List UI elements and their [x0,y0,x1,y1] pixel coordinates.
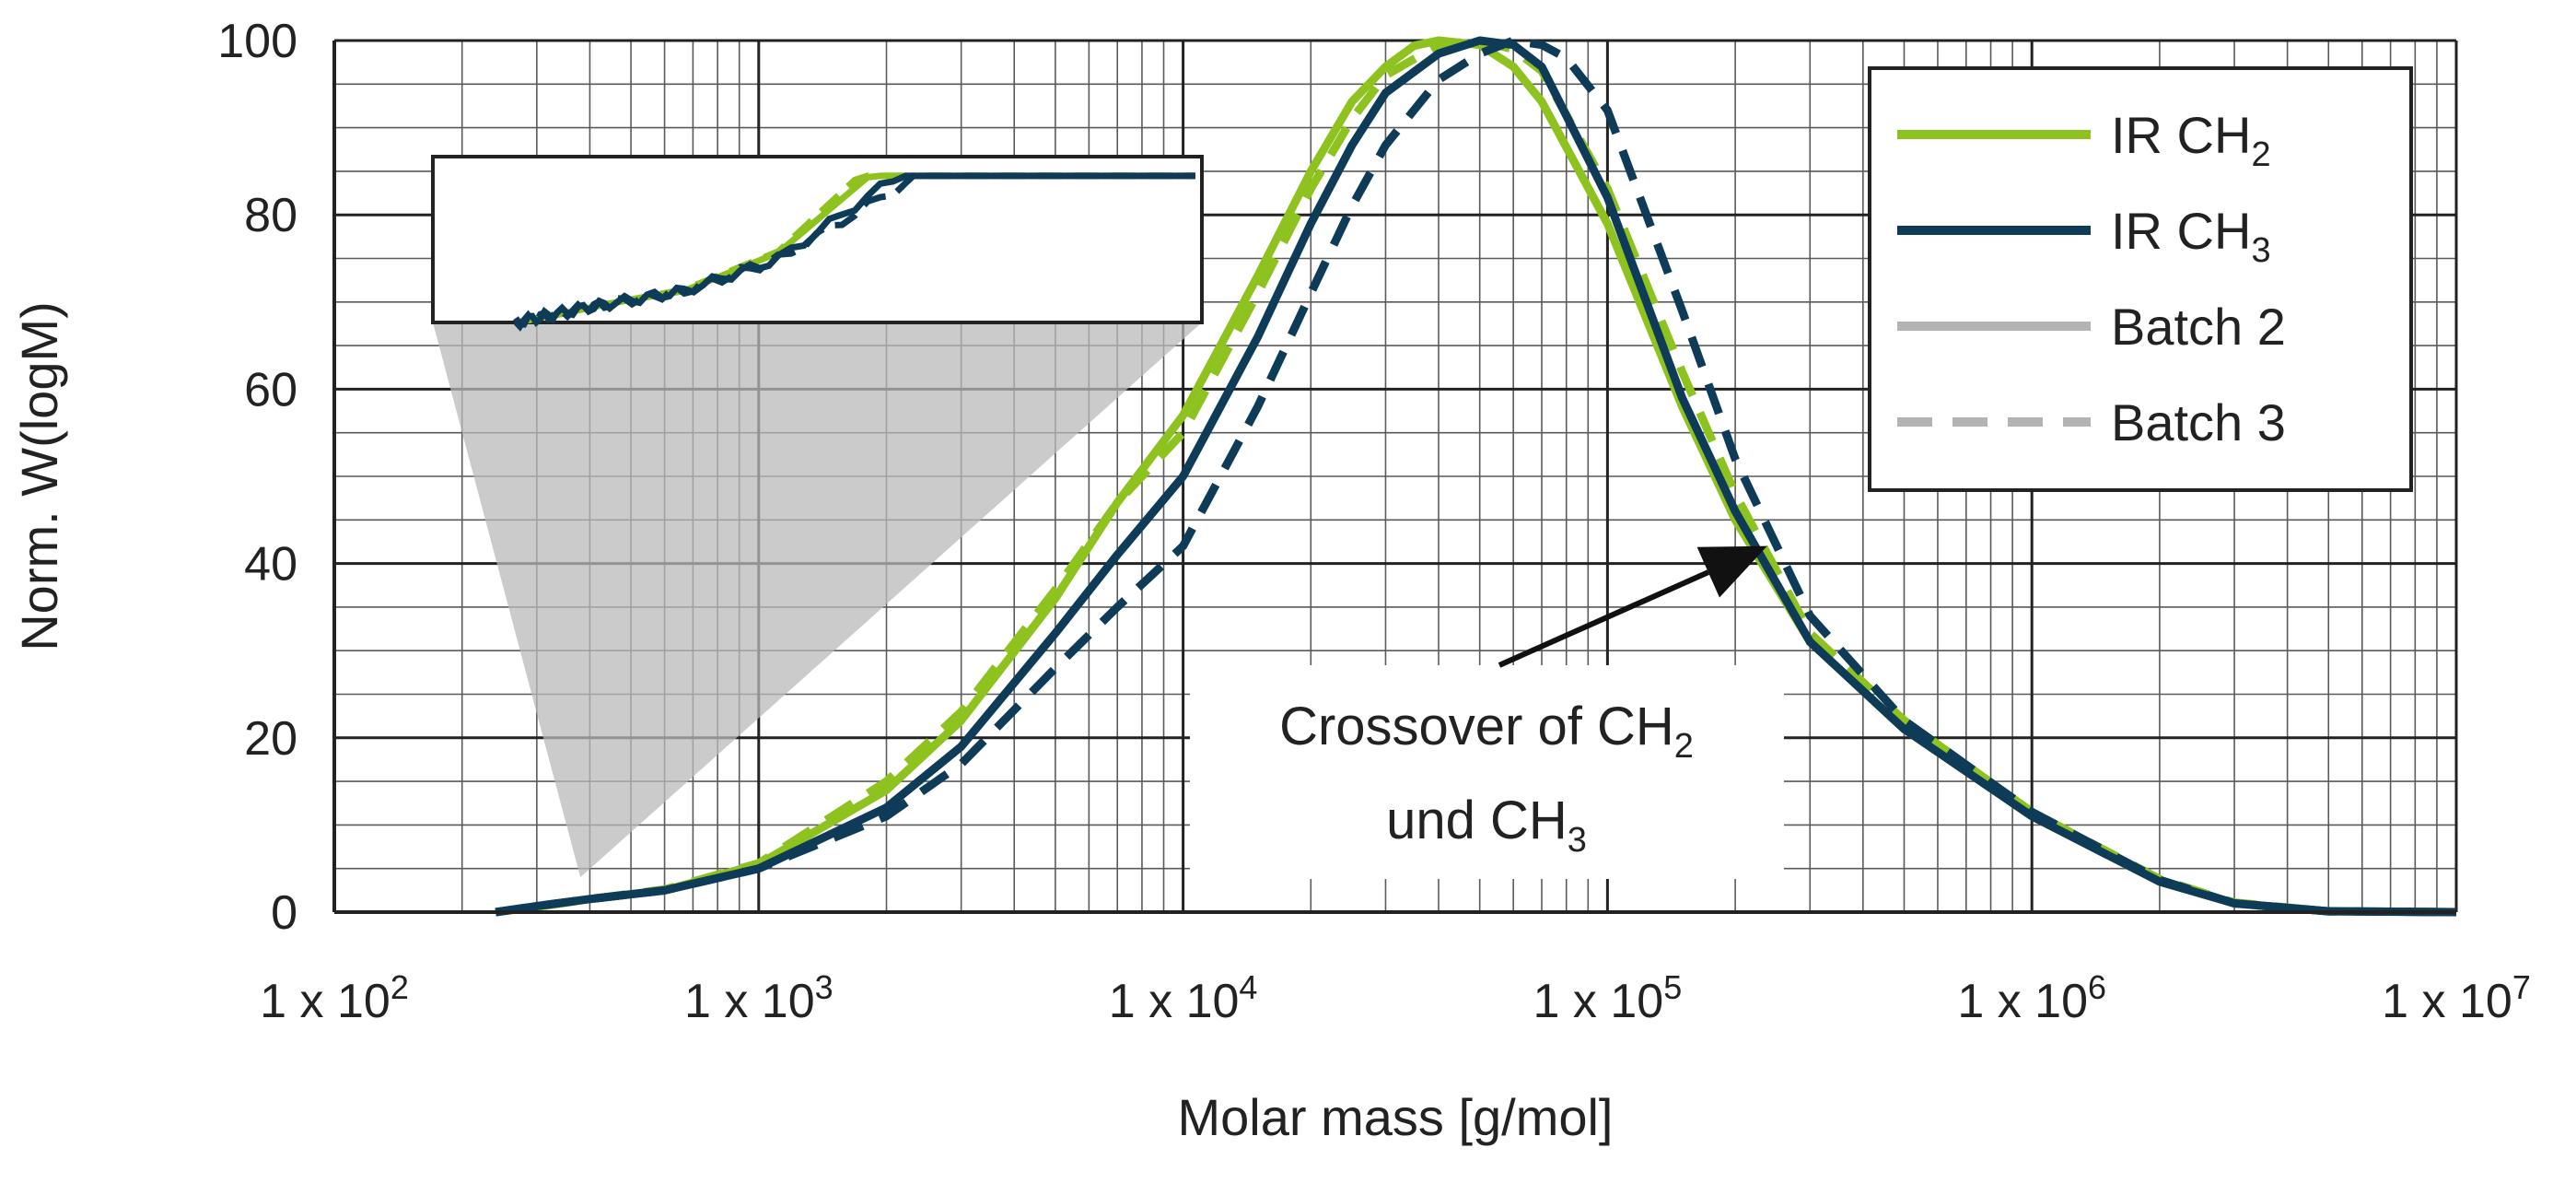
y-tick-label: 40 [244,538,297,592]
x-tick-label: 1 x 104 [1109,968,1258,1028]
inset [431,155,1204,332]
y-tick-label: 60 [244,363,297,416]
legend: IR CH2 IR CH3 Batch 2 Batch 3 [1868,66,2413,492]
inset-series-line [513,172,1195,332]
x-tick-label: 1 x 107 [2382,968,2531,1028]
annotation-text: Crossover of CH2 [1279,697,1694,766]
axes [332,41,2456,914]
series-layer [495,36,2457,917]
y-tick-label: 100 [217,15,297,68]
x-tick-label: 1 x 105 [1533,968,1683,1028]
x-tick-label: 1 x 106 [1957,968,2106,1028]
legend-label: Batch 3 [2111,393,2286,451]
x-ticks: 1 x 102 1 x 103 1 x 104 1 x 105 1 x 106 1 x 1… [260,968,2531,1028]
series-line [495,36,2457,917]
series-line [495,36,2457,917]
annotation: Crossover of CH2 und CH3 [1190,545,1784,879]
annotation-arrow-line [1498,569,1710,668]
y-axis-title: Norm. W(logM) [10,301,68,651]
x-tick-label: 1 x 103 [684,968,833,1028]
x-axis-title: Molar mass [g/mol] [1178,1088,1614,1146]
legend-label: IR CH3 [2111,202,2271,270]
x-tick-label: 1 x 102 [260,968,409,1028]
legend-label: Batch 2 [2111,298,2286,356]
annotation-text: und CH3 [1386,791,1587,860]
y-tick-label: 20 [244,712,297,766]
y-ticks: 0 20 40 60 80 100 [217,15,297,940]
zoom-wedge [433,322,1202,878]
annotation-arrowhead [1696,545,1767,598]
inset-series-line [515,172,1195,326]
annotation-box [1190,665,1784,879]
zoom-wedge-shape [433,322,1202,878]
inset-frame [431,155,1204,324]
y-tick-label: 80 [244,189,297,242]
legend-label: IR CH2 [2111,106,2271,174]
y-tick-label: 0 [271,886,297,940]
